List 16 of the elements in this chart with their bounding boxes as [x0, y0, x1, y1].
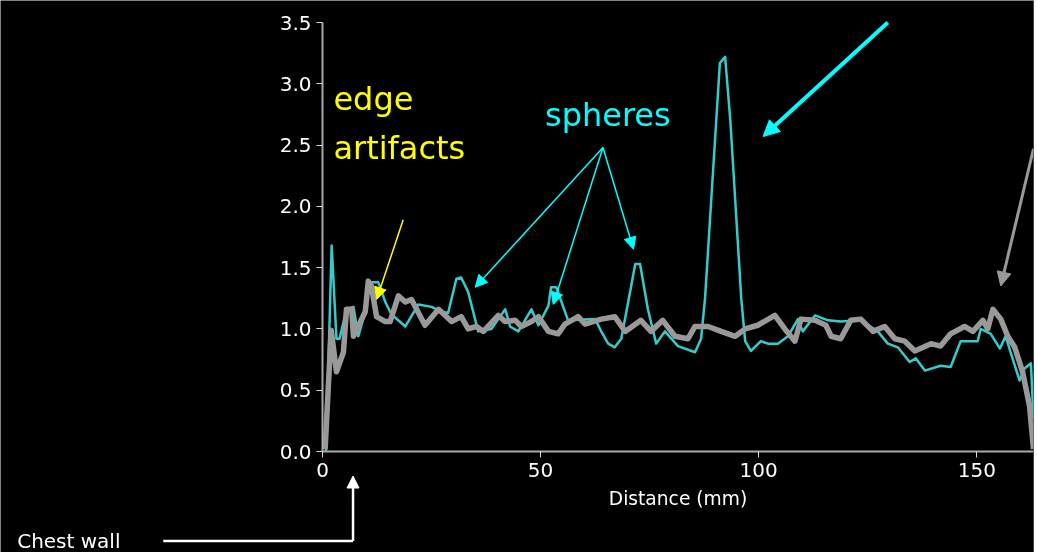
x-tick-label: 50 — [527, 457, 554, 482]
x-tick-label: 150 — [957, 457, 996, 482]
y-tick-label: 1.0 — [279, 316, 312, 341]
x-tick-label: 0 — [316, 457, 329, 482]
x-axis-title: Distance (mm) — [608, 487, 748, 509]
y-tick-label: 3.0 — [279, 71, 312, 96]
annotation: spheres — [544, 96, 671, 135]
text: Chest wall — [17, 528, 121, 553]
y-tick-label: 0.0 — [279, 439, 312, 464]
y-tick-label: 2.5 — [279, 133, 312, 158]
y-tick-label: 1.5 — [279, 255, 312, 280]
y-tick-label: 2.0 — [279, 194, 312, 219]
y-tick-label: 0.5 — [279, 378, 312, 403]
annotation: edge artifacts — [333, 80, 466, 168]
y-tick-label: 3.5 — [279, 10, 312, 35]
x-tick-label: 100 — [739, 457, 778, 482]
